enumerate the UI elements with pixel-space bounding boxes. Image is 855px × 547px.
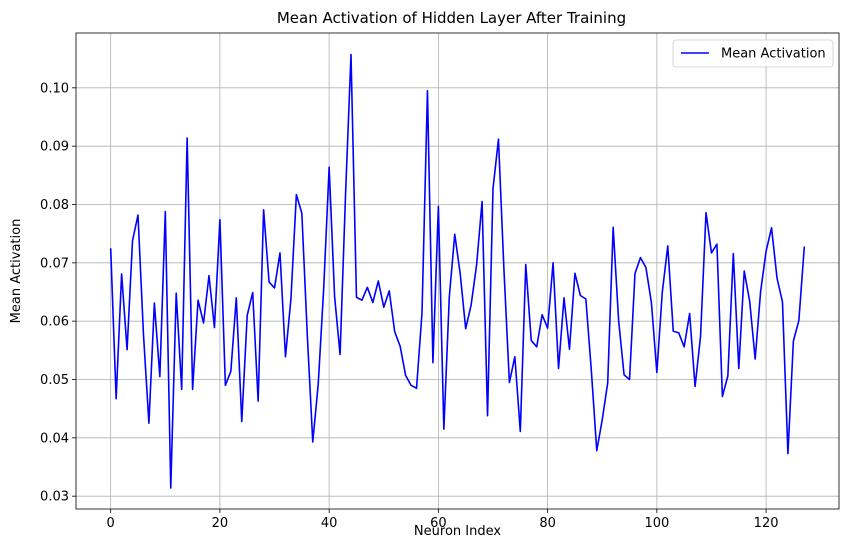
y-tick-label: 0.07 xyxy=(40,256,69,271)
y-tick-label: 0.05 xyxy=(40,373,69,388)
series-line xyxy=(109,53,806,489)
x-tick-label: 0 xyxy=(107,516,115,531)
x-tick-label: 20 xyxy=(212,516,229,531)
x-tick-label: 80 xyxy=(539,516,556,531)
y-tick-label: 0.04 xyxy=(40,431,69,446)
y-tick-label: 0.08 xyxy=(40,198,69,213)
plot-frame xyxy=(75,32,840,510)
chart-title: Mean Activation of Hidden Layer After Tr… xyxy=(277,9,626,27)
y-tick-label: 0.10 xyxy=(40,81,69,96)
data-series xyxy=(109,53,806,489)
legend-box xyxy=(672,39,834,68)
x-axis-ticks: 0 20 40 60 80 100 120 xyxy=(107,509,779,531)
y-tick-label: 0.03 xyxy=(40,490,69,505)
y-tick-label: 0.06 xyxy=(40,315,69,330)
x-tick-label: 40 xyxy=(321,516,338,531)
legend: Mean Activation xyxy=(672,39,834,68)
x-tick-label: 120 xyxy=(754,516,779,531)
x-tick-label: 60 xyxy=(430,516,447,531)
y-axis-ticks: 0.03 0.04 0.05 0.06 0.07 0.08 0.09 0.10 xyxy=(40,81,76,505)
y-axis-label: Mean Activation xyxy=(9,219,24,324)
legend-label: Mean Activation xyxy=(721,47,826,62)
x-tick-label: 100 xyxy=(644,516,669,531)
x-axis-label: Neuron Index xyxy=(414,524,501,539)
y-tick-label: 0.09 xyxy=(40,140,69,155)
